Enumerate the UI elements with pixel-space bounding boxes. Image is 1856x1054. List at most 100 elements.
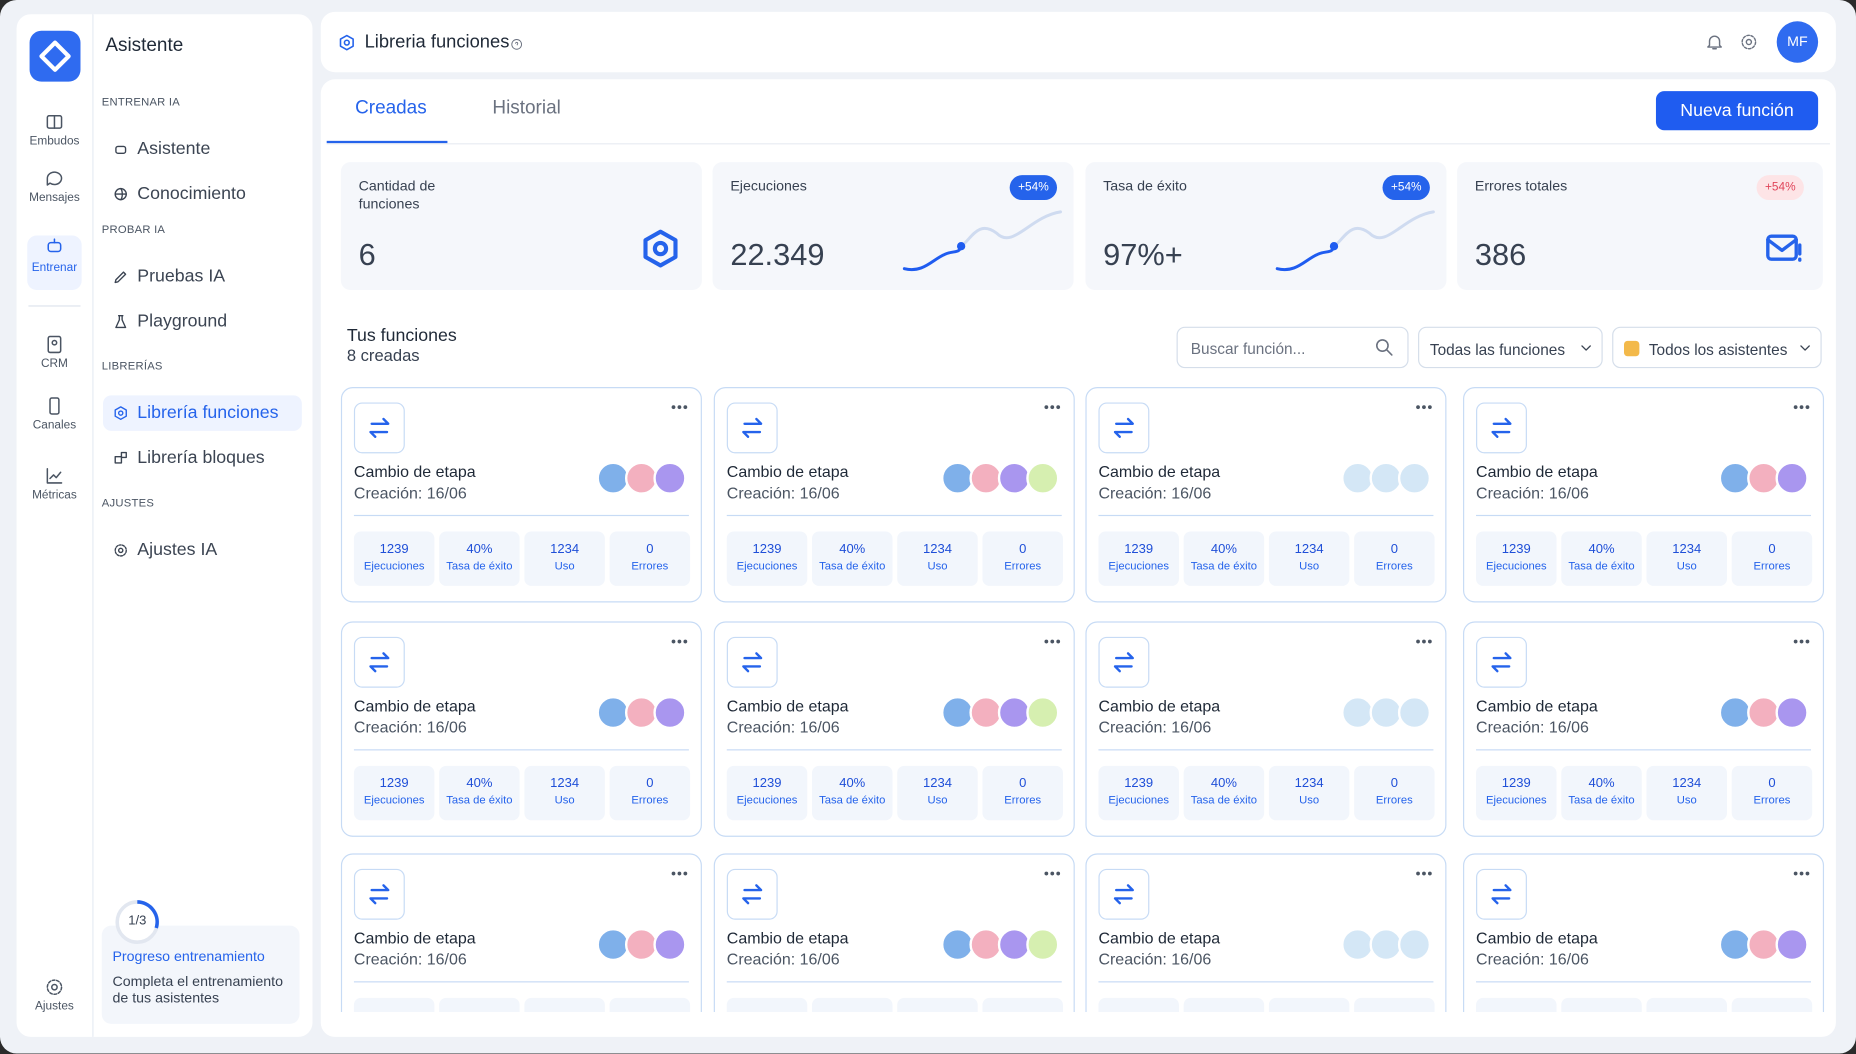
- stat-box-value: 40%: [1210, 776, 1237, 791]
- stat-box-label: Uso: [1676, 794, 1697, 808]
- stat-box-value: 0: [646, 776, 654, 791]
- more-menu[interactable]: [670, 400, 689, 414]
- nav-item[interactable]: Asistente: [103, 131, 302, 167]
- filter-dropdown[interactable]: Todos los asistentes: [1612, 326, 1822, 369]
- stat-box-label: Uso: [1676, 559, 1697, 573]
- filter-dropdown[interactable]: Todas las funciones: [1418, 326, 1603, 369]
- function-card[interactable]: Cambio de etapa Creación: 16/06: [713, 853, 1075, 1013]
- function-card[interactable]: Cambio de etapa Creación: 16/06: [1085, 853, 1447, 1013]
- stat-box-value: 40%: [839, 542, 866, 557]
- card-divider: [1476, 749, 1812, 751]
- function-card[interactable]: Cambio de etapa Creación: 16/06 1239 Ejecuc…: [713, 621, 1075, 837]
- function-card[interactable]: Cambio de etapa Creación: 16/06 1239 Ejecuc…: [1085, 621, 1447, 837]
- filter-label: Todas las funciones: [1429, 340, 1566, 359]
- stat-box: [1354, 997, 1435, 1013]
- function-card[interactable]: Cambio de etapa Creación: 16/06 1239 Ejecuc…: [340, 621, 702, 837]
- logo[interactable]: [29, 30, 81, 82]
- avatar[interactable]: MF: [1776, 21, 1819, 63]
- list-title: Tus funciones: [346, 325, 457, 346]
- stat-box: [439, 997, 520, 1013]
- stat-box: 1239 Ejecuciones: [1476, 531, 1557, 586]
- stat-box: 40% Tasa de éxito: [1183, 531, 1265, 586]
- card-divider: [353, 749, 689, 751]
- more-menu[interactable]: [1414, 634, 1433, 648]
- nav-item[interactable]: Playground: [103, 304, 302, 340]
- nav-label: Pruebas IA: [137, 266, 226, 287]
- function-card[interactable]: Cambio de etapa Creación: 16/06: [340, 853, 702, 1013]
- function-card[interactable]: Cambio de etapa Creación: 16/06 1239 Ejecuc…: [1463, 621, 1825, 837]
- stat-box-value: 1239: [379, 542, 409, 557]
- tabs-divider: [326, 143, 1830, 145]
- filter-label: Todos los asistentes: [1648, 340, 1788, 359]
- rail-item[interactable]: Entrenar: [27, 235, 82, 290]
- assistant-avatar: [653, 927, 687, 962]
- card-divider: [726, 981, 1062, 983]
- more-menu[interactable]: [1043, 866, 1062, 880]
- more-menu[interactable]: [1792, 400, 1811, 414]
- card-date: Creación: 16/06: [1476, 718, 1589, 737]
- function-card[interactable]: Cambio de etapa Creación: 16/06: [1463, 853, 1825, 1013]
- stat-value: 22.349: [730, 236, 825, 273]
- stat-box-value: 1239: [379, 776, 409, 791]
- card-icon: [726, 868, 778, 920]
- card-divider: [1098, 514, 1434, 517]
- rail-label: Mensajes: [29, 191, 80, 205]
- function-card[interactable]: Cambio de etapa Creación: 16/06 1239 Ejecuc…: [340, 387, 702, 603]
- more-menu[interactable]: [1792, 866, 1811, 880]
- card-title: Cambio de etapa: [1476, 462, 1598, 481]
- stat-box-label: Errores: [631, 794, 669, 808]
- more-menu[interactable]: [1043, 400, 1062, 414]
- stat-box: 1239 Ejecuciones: [353, 765, 435, 821]
- stat-box-label: Tasa de éxito: [1190, 794, 1258, 808]
- stat-box-label: Ejecuciones: [1108, 559, 1170, 573]
- more-menu[interactable]: [1043, 634, 1062, 648]
- rail-item[interactable]: Canales: [27, 395, 81, 442]
- rail-item[interactable]: CRM: [27, 334, 81, 381]
- card-date: Creación: 16/06: [1476, 484, 1589, 502]
- assistant-avatar: [653, 461, 687, 495]
- assistant-avatar: [969, 461, 1003, 495]
- more-menu[interactable]: [1792, 634, 1811, 648]
- more-menu[interactable]: [670, 634, 689, 648]
- card-icon: [1098, 636, 1150, 688]
- card-divider: [353, 514, 689, 517]
- tab[interactable]: Historial: [492, 98, 561, 119]
- stat-box-label: Errores: [1753, 794, 1791, 808]
- card-icon: [353, 636, 405, 688]
- card-date: Creación: 16/06: [1476, 950, 1589, 969]
- more-menu[interactable]: [670, 866, 689, 880]
- stat-box: 0 Errores: [1731, 531, 1813, 586]
- nav-item[interactable]: Librería funciones: [102, 395, 302, 431]
- search-box[interactable]: Buscar función...: [1176, 326, 1409, 369]
- stat-box-value: 0: [1390, 542, 1398, 557]
- nav-item[interactable]: Conocimiento: [103, 176, 302, 212]
- nav-item[interactable]: Pruebas IA: [103, 259, 302, 295]
- assistant-avatar: [1775, 695, 1809, 730]
- primary-button[interactable]: Nueva función: [1655, 91, 1819, 131]
- bell[interactable]: [1704, 32, 1724, 52]
- nav-label: Playground: [137, 311, 228, 332]
- nav-icon: [112, 314, 129, 331]
- stat-box: [609, 997, 691, 1013]
- card-title: Cambio de etapa: [353, 462, 476, 481]
- stat-box: [1646, 997, 1727, 1013]
- rail-item[interactable]: Ajustes: [27, 977, 81, 1024]
- card-icon: [726, 636, 778, 688]
- rail-item[interactable]: Embudos: [27, 111, 81, 158]
- stat-box: 1239 Ejecuciones: [1476, 765, 1557, 821]
- function-card[interactable]: Cambio de etapa Creación: 16/06 1239 Ejecuc…: [1085, 387, 1447, 603]
- more-menu[interactable]: [1414, 866, 1433, 880]
- function-card[interactable]: Cambio de etapa Creación: 16/06 1239 Ejecuc…: [1463, 387, 1825, 603]
- tab-underline: [326, 140, 448, 144]
- stat-label: Cantidad de funciones: [358, 177, 436, 212]
- rail-item[interactable]: Métricas: [27, 465, 81, 512]
- settings[interactable]: [1739, 32, 1759, 52]
- assistant-avatar: [1026, 927, 1060, 962]
- stat-box: [1476, 997, 1557, 1013]
- more-menu[interactable]: [1414, 400, 1433, 414]
- nav-item[interactable]: Librería bloques: [103, 440, 302, 476]
- nav-item[interactable]: Ajustes IA: [103, 533, 302, 569]
- rail-item[interactable]: Mensajes: [27, 168, 81, 215]
- tab[interactable]: Creadas: [355, 98, 427, 119]
- function-card[interactable]: Cambio de etapa Creación: 16/06 1239 Ejecuc…: [713, 387, 1075, 603]
